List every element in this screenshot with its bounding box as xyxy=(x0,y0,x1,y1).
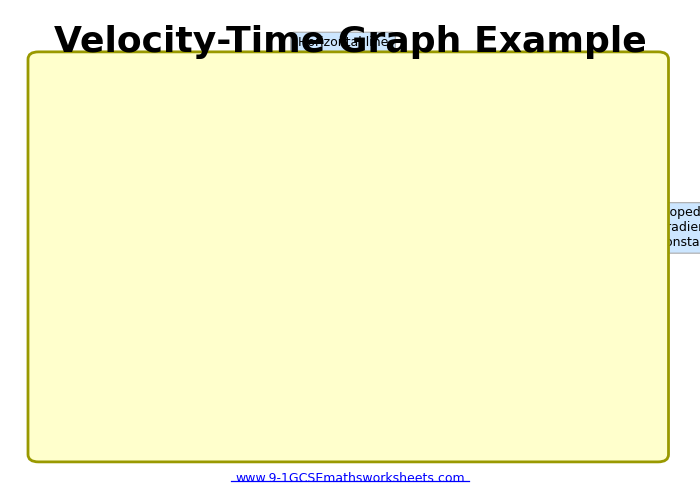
Text: TOTAL AREA UNDER
THE GRAPH
REPRESENTS
DISPLACEMENT: TOTAL AREA UNDER THE GRAPH REPRESENTS DI… xyxy=(258,265,397,323)
Text: Sloped upwards gradient
shows acceleration: Sloped upwards gradient shows accelerati… xyxy=(186,346,342,374)
Text: Velocity-Time Graph Example: Velocity-Time Graph Example xyxy=(54,25,646,59)
X-axis label: Time: Time xyxy=(343,431,427,460)
Text: Horizontal line
shows constant
speed: Horizontal line shows constant speed xyxy=(295,36,391,79)
Text: Sloped downwards
gradient shows
constant deceleration: Sloped downwards gradient shows constant… xyxy=(658,206,700,249)
Y-axis label: Velocity: Velocity xyxy=(83,186,111,323)
Text: Steeper gradient
shows quicker
acceleration: Steeper gradient shows quicker accelerat… xyxy=(64,190,170,233)
Text: www.9-1GCSEmathsworksheets.com: www.9-1GCSEmathsworksheets.com xyxy=(235,472,465,485)
